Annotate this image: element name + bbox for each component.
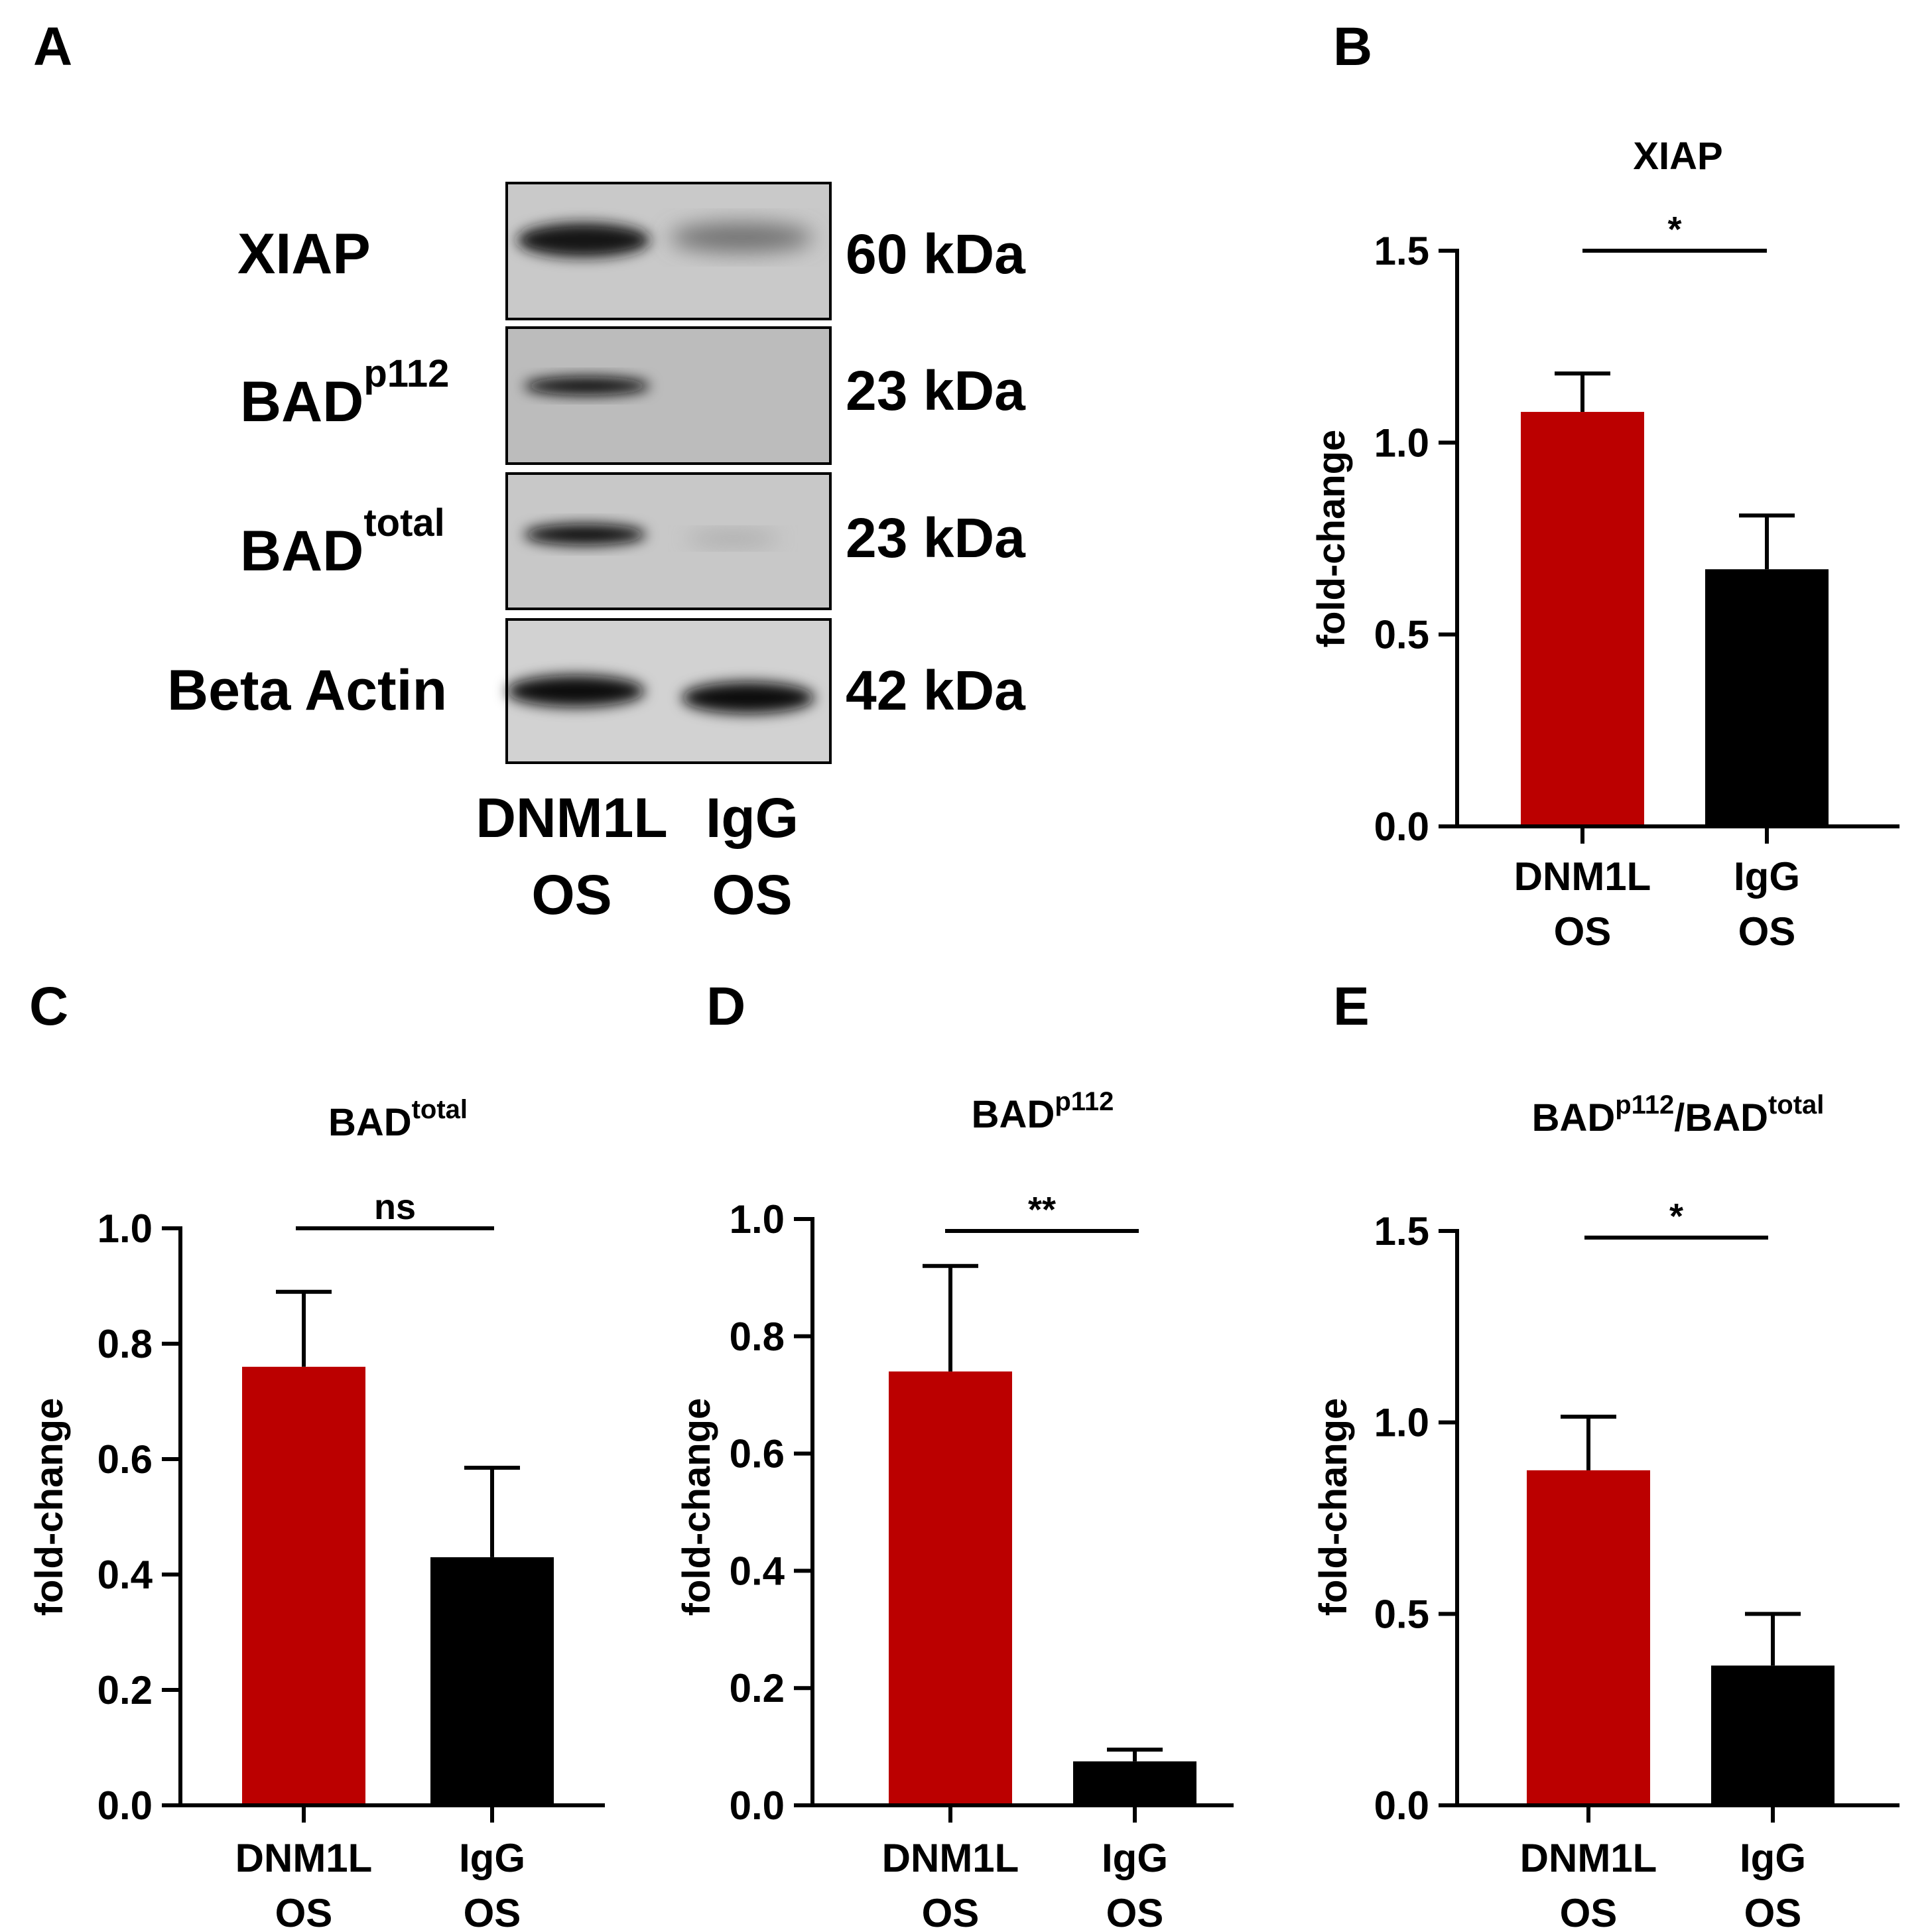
- bar-igg: [1711, 1665, 1835, 1805]
- panel-letter-b: B: [1333, 17, 1372, 77]
- lane-label-dnm1l-os: OS: [531, 864, 612, 926]
- band-xiap-igg: [670, 223, 813, 252]
- blot-label-xiap: XIAP: [237, 222, 371, 286]
- category-label: DNM1L: [882, 1836, 1019, 1880]
- category-label-line2: OS: [464, 1891, 521, 1932]
- category-label-line2: OS: [275, 1891, 333, 1932]
- panel-letter-e: E: [1333, 976, 1370, 1037]
- category-label-line2: OS: [1738, 909, 1796, 954]
- chart-title: BADp112: [972, 1087, 1114, 1136]
- bar-igg: [430, 1557, 554, 1805]
- category-label-line2: OS: [1744, 1891, 1802, 1932]
- panel-letter-a: A: [33, 17, 72, 77]
- band-xiap-dnm1l: [517, 223, 650, 257]
- y-tick-label: 0.0: [97, 1783, 153, 1828]
- bar-igg: [1705, 569, 1829, 826]
- lane-label-dnm1l: DNM1L: [476, 787, 667, 849]
- y-axis-label: fold-change: [28, 1398, 71, 1616]
- y-tick-label: 0.0: [1374, 805, 1429, 849]
- y-tick-label: 1.5: [1374, 229, 1429, 273]
- category-label: DNM1L: [1514, 854, 1651, 899]
- kda-label-xiap: 60 kDa: [846, 223, 1026, 285]
- y-tick-label: 0.0: [730, 1783, 785, 1828]
- y-tick-label: 1.0: [1374, 1401, 1429, 1445]
- category-label-line2: OS: [1106, 1891, 1164, 1932]
- y-tick-label: 0.2: [97, 1668, 153, 1712]
- category-label-line2: OS: [922, 1891, 980, 1932]
- kda-label-bad-p112: 23 kDa: [846, 359, 1026, 422]
- y-tick-label: 0.2: [730, 1666, 785, 1710]
- y-tick-label: 0.0: [1374, 1783, 1429, 1828]
- blot-label-beta-actin: Beta Actin: [167, 659, 447, 722]
- chart-title-sup: total: [412, 1095, 468, 1124]
- bar-dnm1l: [889, 1371, 1012, 1805]
- blot-label-bad-total: BADtotal: [240, 501, 445, 583]
- band-bad-total-dnm1l: [524, 524, 646, 545]
- blot-label-bad-p112: BADp112: [240, 352, 449, 434]
- y-tick-label: 0.8: [730, 1315, 785, 1359]
- panel-letter-c: C: [29, 976, 68, 1037]
- chart-title-main: XIAP: [1633, 135, 1722, 178]
- y-tick-label: 1.5: [1374, 1209, 1429, 1254]
- y-tick-label: 0.8: [97, 1322, 153, 1366]
- y-tick-label: 0.4: [730, 1549, 785, 1593]
- chart-title-sup: p112: [1055, 1087, 1114, 1116]
- y-tick-label: 0.6: [730, 1432, 785, 1476]
- y-tick-label: 0.6: [97, 1437, 153, 1482]
- kda-label-bad-total: 23 kDa: [846, 507, 1026, 569]
- category-label-line2: OS: [1560, 1891, 1618, 1932]
- lane-label-igg-os: OS: [712, 864, 792, 926]
- bar-dnm1l: [1527, 1470, 1650, 1805]
- y-tick-label: 1.0: [730, 1197, 785, 1242]
- category-label: IgG: [459, 1836, 525, 1880]
- y-axis-label: fold-change: [675, 1398, 718, 1616]
- chart-title-part2: /BAD: [1674, 1096, 1768, 1139]
- lane-label-igg: IgG: [706, 787, 799, 849]
- panel-letter-d: D: [706, 976, 745, 1037]
- category-label-line2: OS: [1554, 909, 1612, 954]
- chart-title-sup: p112: [1615, 1090, 1674, 1120]
- chart-title-main: BAD: [972, 1093, 1055, 1136]
- chart-bad-p112: BADp112 0.0 0.2 0.4 0.6 0.8 1.0 DNM1L OS IgG OS fol…: [675, 1087, 1234, 1932]
- band-bad-p112-dnm1l: [524, 377, 650, 395]
- y-tick-label: 0.4: [97, 1553, 153, 1597]
- blot-strip-bad-p112: [505, 326, 832, 465]
- chart-title: BADtotal: [328, 1095, 468, 1144]
- y-tick-label: 1.0: [1374, 420, 1429, 465]
- y-tick-label: 1.0: [97, 1206, 153, 1251]
- y-tick-label: 0.5: [1374, 613, 1429, 657]
- significance-label: *: [1669, 1196, 1683, 1236]
- bar-dnm1l: [242, 1366, 365, 1805]
- category-label: IgG: [1740, 1836, 1806, 1880]
- chart-bad-ratio: BADp112/BADtotal 0.0 0.5 1.0 1.5 DNM1L OS IgG OS…: [1312, 1090, 1900, 1932]
- category-label: DNM1L: [235, 1836, 373, 1880]
- chart-title-main: BAD: [1532, 1096, 1616, 1139]
- significance-label: ns: [374, 1187, 416, 1227]
- western-blot: XIAP BADp112 BADtotal Beta Actin 60 kDa …: [167, 182, 1026, 926]
- band-beta-actin-igg: [682, 682, 814, 714]
- band-beta-actin-dnm1l: [507, 675, 645, 707]
- y-axis-label: fold-change: [1312, 1398, 1355, 1616]
- y-axis-label: fold-change: [1310, 430, 1353, 648]
- bar-dnm1l: [1521, 412, 1644, 826]
- chart-xiap: XIAP 0.0 0.5 1.0 1.5 DNM1L OS IgG OS fold-change *: [1310, 135, 1900, 954]
- y-tick-label: 0.5: [1374, 1592, 1429, 1636]
- chart-title-sup2: total: [1768, 1090, 1824, 1120]
- chart-title-main: BAD: [328, 1101, 412, 1144]
- significance-label: **: [1028, 1190, 1056, 1230]
- kda-label-beta-actin: 42 kDa: [846, 659, 1026, 722]
- chart-bad-total: BADtotal 0.0 0.2 0.4 0.6 0.8 1.0 DNM1L OS IgG OS fo…: [28, 1095, 605, 1932]
- category-label: IgG: [1102, 1836, 1168, 1880]
- chart-title: XIAP: [1633, 135, 1722, 178]
- significance-label: *: [1667, 210, 1681, 249]
- category-label: IgG: [1734, 854, 1800, 899]
- category-label: DNM1L: [1520, 1836, 1657, 1880]
- band-bad-total-igg: [686, 532, 779, 545]
- chart-title: BADp112/BADtotal: [1532, 1090, 1825, 1139]
- bar-igg: [1073, 1761, 1196, 1805]
